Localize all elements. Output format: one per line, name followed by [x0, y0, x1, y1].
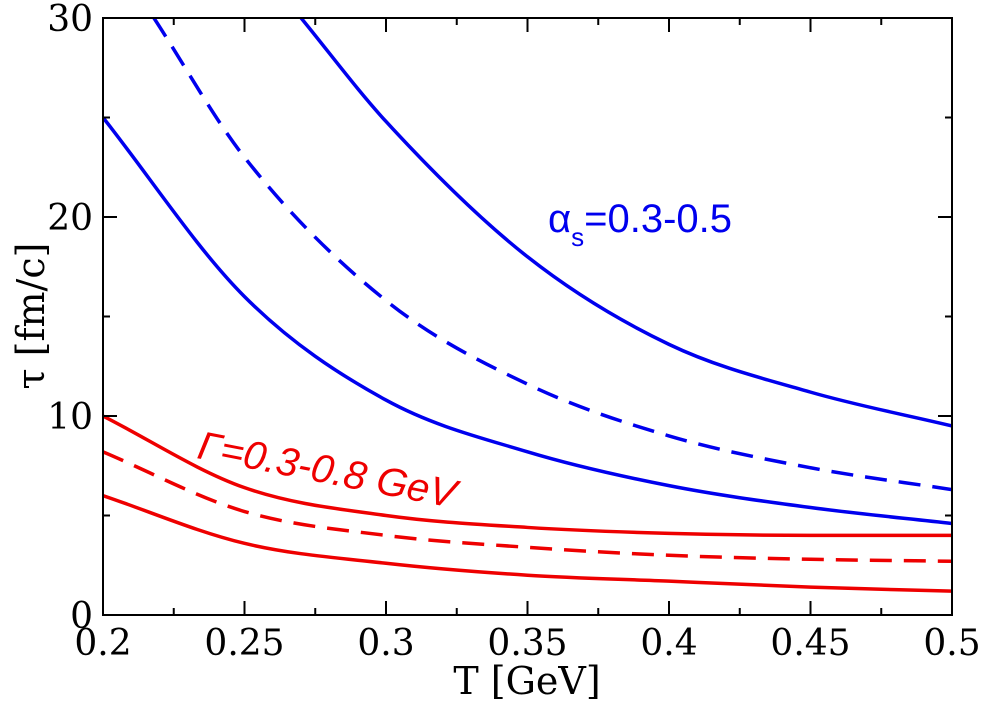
alpha-symbol: α — [548, 197, 571, 241]
y-axis-title: τ [fm/c] — [9, 243, 53, 390]
y-tick-label: 30 — [47, 0, 93, 40]
x-tick-label: 0.35 — [487, 623, 567, 664]
x-tick-label: 0.5 — [923, 623, 980, 664]
x-tick-label: 0.3 — [357, 623, 414, 664]
x-tick-label: 0.4 — [640, 623, 697, 664]
alpha-s-annotation: αs=0.3-0.5 — [548, 197, 732, 252]
plot-frame — [102, 17, 953, 616]
tick-labels: 0.2 0.25 0.3 0.35 0.4 0.45 0.5 0 10 20 30 — [47, 0, 980, 664]
gamma-annotation: Γ=0.3-0.8 GeV — [194, 424, 463, 518]
series-line-5 — [103, 450, 952, 564]
x-tick-label: 0.2 — [74, 623, 131, 664]
series-group — [103, 18, 952, 593]
y-tick-label: 10 — [47, 397, 93, 438]
x-axis-title: T [GeV] — [453, 659, 600, 703]
x-tick-label: 0.45 — [770, 623, 850, 664]
series-line-2 — [152, 18, 952, 492]
y-tick-label: 0 — [70, 596, 93, 637]
series-line-6 — [103, 493, 952, 593]
series-line-1 — [299, 18, 952, 428]
y-tick-label: 20 — [47, 198, 93, 239]
series-line-3 — [103, 116, 952, 526]
alpha-range: =0.3-0.5 — [584, 197, 732, 241]
series-line-4 — [103, 414, 952, 538]
tick-marks — [102, 17, 953, 616]
alpha-subscript: s — [571, 222, 584, 252]
x-tick-label: 0.25 — [204, 623, 284, 664]
